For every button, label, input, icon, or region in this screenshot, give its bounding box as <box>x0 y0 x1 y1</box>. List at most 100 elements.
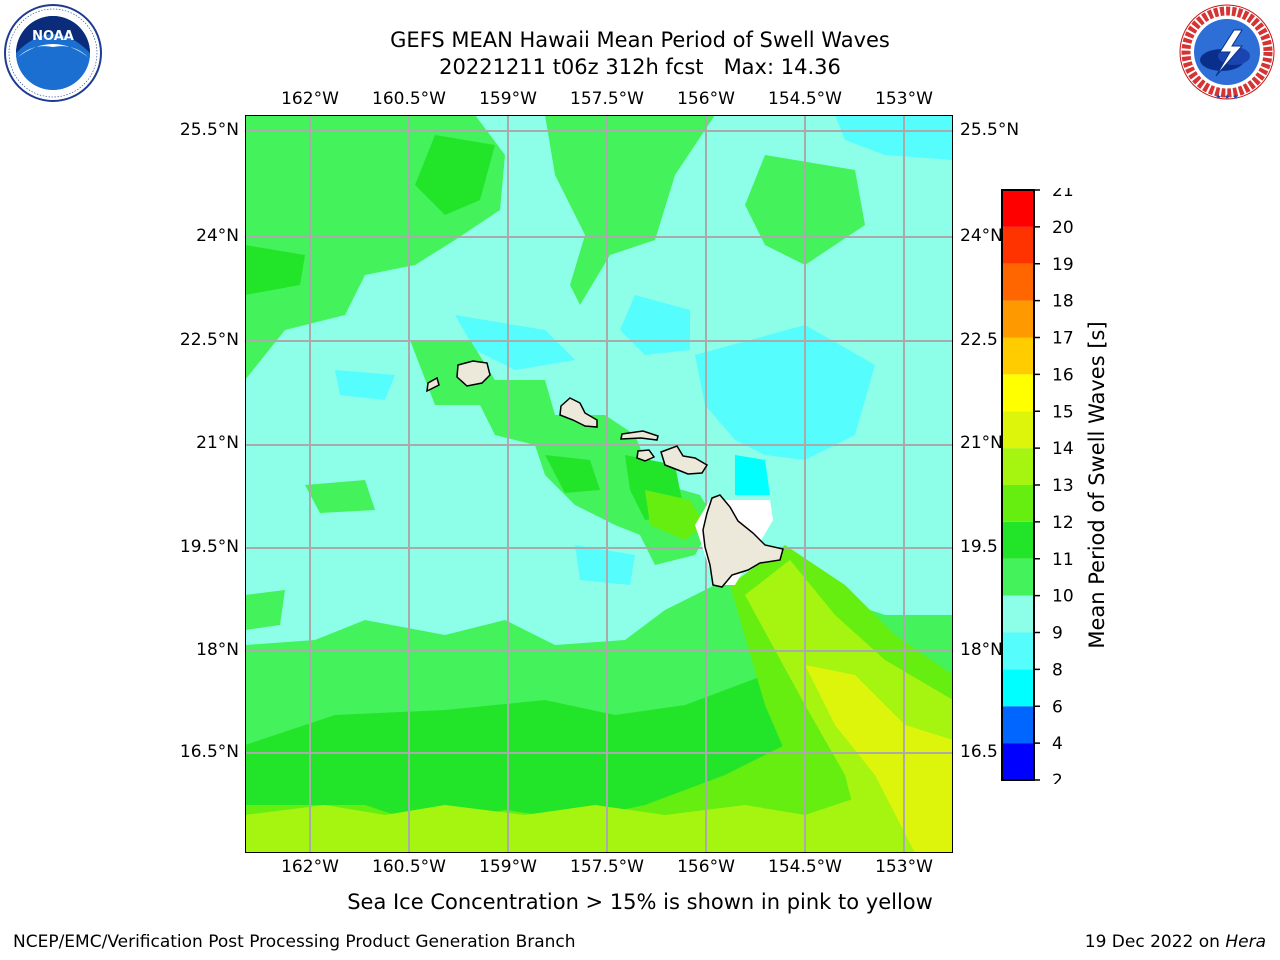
colorbar-tick-label: 11 <box>1052 550 1074 570</box>
colorbar-tick-label: 19 <box>1052 255 1074 275</box>
colorbar-segment <box>1002 374 1034 412</box>
colorbar-segment <box>1002 448 1034 485</box>
colorbar-tick-label: 21 <box>1052 188 1074 201</box>
lon-tick-bottom: 159°W <box>479 857 537 877</box>
colorbar-segment <box>1002 411 1034 449</box>
lat-tick-left: 24°N <box>196 226 239 246</box>
nws-logo: ★ ★ ★ <box>1179 4 1275 101</box>
svg-text:★ ★ ★: ★ ★ ★ <box>1215 93 1238 101</box>
field-12-13 <box>645 490 705 540</box>
island-lanai <box>636 449 656 462</box>
field-10-11 <box>305 480 375 513</box>
lon-tick-top: 159°W <box>479 89 537 109</box>
footer-date-text: 19 Dec 2022 on <box>1084 932 1226 952</box>
colorbar-segment <box>1002 595 1034 633</box>
map-grid <box>245 115 953 853</box>
lat-tick-right: 24°N <box>960 226 1003 246</box>
sea-ice-caption: Sea Ice Concentration > 15% is shown in … <box>347 890 933 914</box>
colorbar-tick-label: 2 <box>1052 771 1063 784</box>
colorbar-segment <box>1002 263 1034 301</box>
lon-tick-bottom: 156°W <box>677 857 735 877</box>
swell-period-map <box>245 115 953 853</box>
lon-tick-top: 160.5°W <box>372 89 446 109</box>
footer-date: 19 Dec 2022 on Hera <box>1085 932 1266 952</box>
colorbar-tick-label: 13 <box>1052 476 1074 496</box>
lat-tick-left: 19.5°N <box>179 537 239 557</box>
colorbar-segment <box>1002 190 1034 227</box>
lat-tick-left: 18°N <box>196 640 239 660</box>
colorbar-segment <box>1002 337 1034 375</box>
noaa-logo-text: NOAA <box>32 29 74 44</box>
island-maui <box>660 445 709 475</box>
colorbar-segments <box>1002 190 1034 780</box>
island-hawaii <box>702 494 784 588</box>
colorbar-segment <box>1002 706 1034 744</box>
colorbar-label: Mean Period of Swell Waves [s] <box>1085 321 1109 649</box>
lat-tick-right: 25.5°N <box>960 120 1020 140</box>
field-8-9 <box>335 370 395 400</box>
field-14-15 <box>805 665 953 853</box>
island-oahu <box>559 397 598 428</box>
lon-tick-bottom: 154.5°W <box>768 857 842 877</box>
colorbar: 2 4 6 8 9 10 11 12 13 14 15 16 17 18 19 20 21 <box>1001 188 1074 784</box>
colorbar-tick-label: 18 <box>1052 292 1074 312</box>
footer-branch: NCEP/EMC/Verification Post Processing Pr… <box>13 932 576 952</box>
lat-tick-left: 21°N <box>196 433 239 453</box>
colorbar-tick-label: 17 <box>1052 329 1074 349</box>
lon-tick-bottom: 157.5°W <box>570 857 644 877</box>
colorbar-tick-label: 15 <box>1052 402 1074 422</box>
island-kauai <box>456 360 491 387</box>
colorbar-segment <box>1002 558 1034 596</box>
colorbar-tick-label: 12 <box>1052 513 1074 533</box>
colorbar-tick-label: 6 <box>1052 697 1063 717</box>
colorbar-segment <box>1002 300 1034 338</box>
island-molokai <box>620 430 659 441</box>
map-title: GEFS MEAN Hawaii Mean Period of Swell Wa… <box>390 28 890 52</box>
field-10-11 <box>545 115 715 305</box>
lat-tick-right: 21°N <box>960 433 1003 453</box>
lat-tick-right: 18°N <box>960 640 1003 660</box>
lon-tick-top: 162°W <box>281 89 339 109</box>
colorbar-tick-label: 20 <box>1052 218 1074 238</box>
colorbar-segment <box>1002 485 1034 522</box>
field-7-8 <box>735 455 770 495</box>
colorbar-segment <box>1002 521 1034 559</box>
lat-tick-right: 19.5 <box>960 537 998 557</box>
colorbar-tick-label: 16 <box>1052 365 1074 385</box>
field-8-9 <box>575 545 635 585</box>
colorbar-segment <box>1002 632 1034 670</box>
noaa-logo: NOAA <box>4 4 102 102</box>
lon-tick-bottom: 160.5°W <box>372 857 446 877</box>
lat-tick-left: 22.5°N <box>179 330 239 350</box>
lon-tick-bottom: 153°W <box>875 857 933 877</box>
lon-tick-top: 154.5°W <box>768 89 842 109</box>
colorbar-segment <box>1002 743 1034 780</box>
lat-tick-left: 16.5°N <box>179 742 239 762</box>
field-8-9 <box>695 325 875 460</box>
field-8-9 <box>835 115 953 160</box>
colorbar-tick-label: 8 <box>1052 660 1063 680</box>
colorbar-tick-label: 9 <box>1052 624 1063 644</box>
field-13-14 <box>245 795 953 853</box>
field-11-12 <box>415 135 495 215</box>
colorbar-tick-label: 4 <box>1052 734 1063 754</box>
field-10-11 <box>245 590 285 630</box>
lat-tick-right: 22.5 <box>960 330 998 350</box>
island-niihau <box>426 376 440 393</box>
lon-tick-top: 156°W <box>677 89 735 109</box>
field-11-12 <box>545 455 600 493</box>
colorbar-tick-label: 10 <box>1052 587 1074 607</box>
hawaiian-islands <box>426 360 784 588</box>
lon-tick-top: 153°W <box>875 89 933 109</box>
colorbar-ticks: 2 4 6 8 9 10 11 12 13 14 15 16 17 18 19 20 21 <box>1034 188 1074 784</box>
field-10-11 <box>410 340 715 565</box>
field-11-12 <box>245 245 305 295</box>
footer-host: Hera <box>1225 932 1266 952</box>
colorbar-segment <box>1002 669 1034 707</box>
map-subtitle: 20221211 t06z 312h fcst Max: 14.36 <box>439 55 841 79</box>
lon-tick-bottom: 162°W <box>281 857 339 877</box>
lat-tick-left: 25.5°N <box>179 120 239 140</box>
colorbar-tick-label: 14 <box>1052 439 1074 459</box>
lat-tick-right: 16.5 <box>960 742 998 762</box>
lon-tick-top: 157.5°W <box>570 89 644 109</box>
